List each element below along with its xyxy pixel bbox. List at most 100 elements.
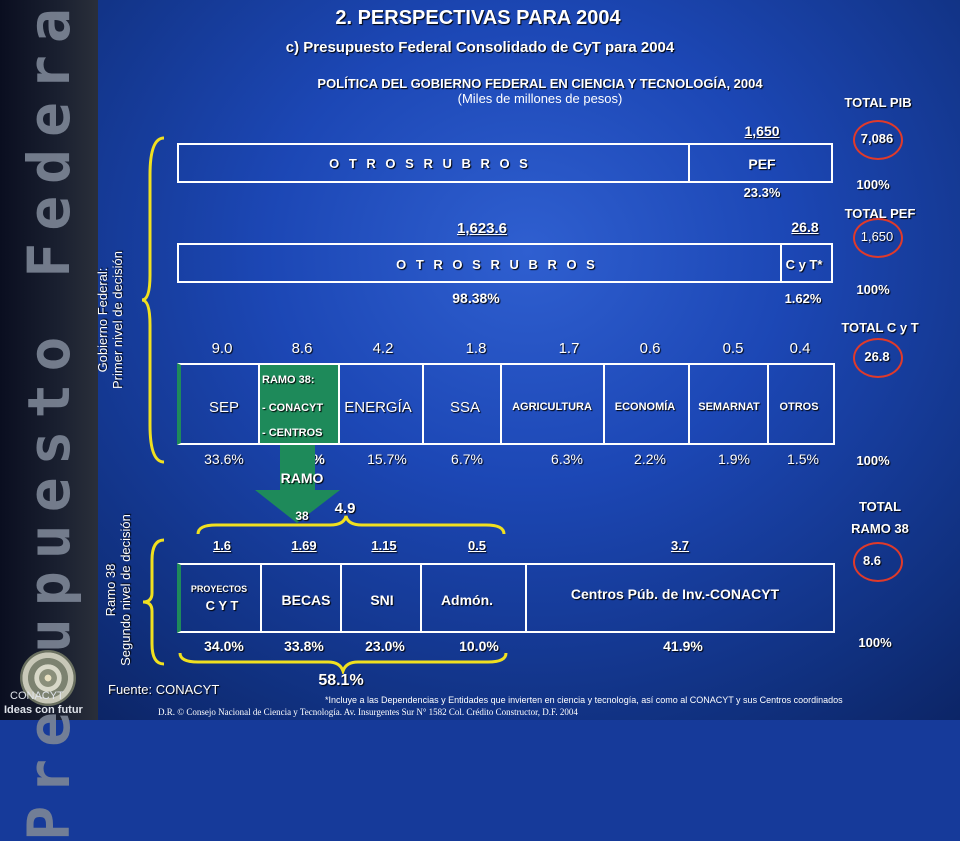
ramo-pct-admon: 10.0% [459, 638, 499, 654]
cyt-divider-7 [767, 363, 769, 443]
copyright: D.R. © Consejo Nacional de Ciencia y Tec… [158, 707, 578, 717]
cyt-pct-ssa: 6.7% [451, 451, 483, 467]
slide-background [0, 0, 960, 720]
cyt-pct-economia: 2.2% [634, 451, 666, 467]
cyt-label-sep: SEP [208, 399, 240, 416]
pef-divider [780, 243, 782, 281]
ramo-value-becas: 1.69 [291, 538, 317, 553]
total-pib-pct: 100% [856, 177, 890, 192]
cyt-pct-otros: 1.5% [787, 451, 819, 467]
ramo-label-centros: Centros Púb. de Inv.-CONACYT [570, 586, 780, 602]
cyt-label-ramo38: RAMO 38: [262, 374, 315, 386]
left-brace-ramo [142, 538, 165, 666]
pef-cyt-pct: 1.62% [784, 291, 822, 306]
logo-text: CONACYT [10, 690, 64, 702]
total-pib-label: TOTAL PIB [844, 95, 912, 110]
side-label-ramo: Ramo 38 Segundo nivel de decisión [103, 514, 133, 666]
cyt-label-semarnat: SEMARNAT [698, 401, 760, 413]
cyt-value-sep: 9.0 [211, 340, 233, 357]
cyt-label-centros: - CENTROS [262, 427, 323, 439]
ramo-divider-1 [260, 563, 262, 631]
cyt-value-energia: 4.2 [372, 340, 394, 357]
ramo-label-proyectos: C Y T [205, 598, 239, 613]
total-ramo-circle [853, 542, 903, 582]
bottom-brace [178, 652, 508, 674]
total-ramo-label-2: RAMO 38 [851, 521, 909, 536]
pef-value: 1,650 [744, 123, 780, 139]
pef-bar [177, 243, 833, 283]
cyt-divider-2 [338, 363, 340, 443]
total-cyt-label: TOTAL C y T [841, 320, 919, 335]
brace-value: 4.9 [334, 500, 356, 517]
ramo-value-centros: 3.7 [670, 538, 690, 553]
total-cyt-circle [853, 338, 903, 378]
cyt-divider-3 [422, 363, 424, 443]
ramo-label-proyectos-small: PROYECTOS [190, 584, 248, 594]
total-cyt-value: 26.8 [864, 349, 890, 364]
cyt-value-semarnat: 0.5 [722, 340, 744, 357]
total-pef-label: TOTAL PEF [844, 206, 916, 221]
pib-otros-label: O T R O S R U B R O S [329, 156, 531, 171]
cyt-divider-6 [688, 363, 690, 443]
cyt-pct-semarnat: 1.9% [718, 451, 750, 467]
ramo-label-becas: BECAS [281, 592, 331, 608]
cyt-divider-4 [500, 363, 502, 443]
ramo-label-sni: SNI [370, 592, 394, 608]
side-label-gov: Gobierno Federal: Primer nivel de decisi… [95, 251, 125, 389]
total-pib-circle [853, 120, 903, 160]
ramo-pct-proyectos: 34.0% [204, 638, 244, 654]
cyt-bar [177, 363, 835, 445]
cyt-value-ssa: 1.8 [465, 340, 487, 357]
total-pib-value: 7,086 [860, 131, 894, 146]
ramo-value-proyectos: 1.6 [212, 538, 232, 553]
cyt-label-conacyt: - CONACYT [262, 402, 324, 414]
cyt-value-ramo38: 8.6 [291, 340, 313, 357]
pib-divider [688, 143, 690, 181]
cyt-value-otros: 0.4 [789, 340, 811, 357]
side-label-gov-1: Gobierno Federal: [95, 267, 110, 373]
cyt-label-agricultura: AGRICULTURA [512, 401, 592, 413]
left-brace-gov [141, 136, 165, 464]
source-label: Fuente: CONACYT [108, 682, 220, 697]
ramo38-highlight [258, 365, 338, 443]
unit-label: (Miles de millones de pesos) [457, 91, 623, 106]
cyt-value-agricultura: 1.7 [558, 340, 580, 357]
slide-subtitle: c) Presupuesto Federal Consolidado de Cy… [285, 39, 675, 56]
chart-heading: POLÍTICA DEL GOBIERNO FEDERAL EN CIENCIA… [317, 76, 763, 91]
ramo-value-admon: 0.5 [467, 538, 487, 553]
cyt-divider-5 [603, 363, 605, 443]
cyt-pct-sep: 33.6% [204, 451, 244, 467]
pef-cyt-value: 26.8 [791, 219, 819, 235]
pib-pef-label: PEF [748, 156, 776, 172]
cyt-divider-1 [258, 363, 260, 443]
ramo-pct-centros: 41.9% [663, 638, 703, 654]
pef-cyt-label: C y T* [785, 257, 823, 272]
side-label-ramo-2: Segundo nivel de decisión [118, 514, 133, 666]
pib-bar [177, 143, 833, 183]
ramo-bar [177, 563, 835, 633]
ramo-value-sni: 1.15 [371, 538, 397, 553]
ramo-label-admon: Admón. [440, 592, 494, 608]
conacyt-logo-icon [20, 650, 76, 706]
pef-otros-label: O T R O S R U B R O S [396, 257, 598, 272]
cyt-pct-energia: 15.7% [367, 451, 407, 467]
cyt-label-economia: ECONOMÍA [614, 401, 676, 413]
ramo-divider-3 [420, 563, 422, 631]
pef-otros-pct: 98.38% [452, 290, 500, 306]
total-cyt-pct: 100% [856, 453, 890, 468]
ramo-pct-becas: 33.8% [284, 638, 324, 654]
ramo38-arrow-icon [255, 445, 340, 523]
ramo-divider-2 [340, 563, 342, 631]
top-brace-ramo [196, 515, 506, 535]
bottom-sum: 58.1% [318, 672, 364, 689]
cyt-pct-agricultura: 6.3% [551, 451, 583, 467]
slide-title: 2. PERSPECTIVAS PARA 2004 [335, 7, 621, 29]
ramo-divider-4 [525, 563, 527, 631]
side-label-ramo-1: Ramo 38 [103, 563, 118, 617]
ramo-pct-sni: 23.0% [365, 638, 405, 654]
cyt-label-energia: ENERGÍA [344, 399, 412, 416]
total-ramo-value: 8.6 [862, 553, 882, 568]
total-pef-value: 1,650 [860, 229, 894, 244]
pef-otros-value: 1,623.6 [456, 220, 508, 237]
footnote: *Incluye a las Dependencias y Entidades … [325, 695, 843, 705]
